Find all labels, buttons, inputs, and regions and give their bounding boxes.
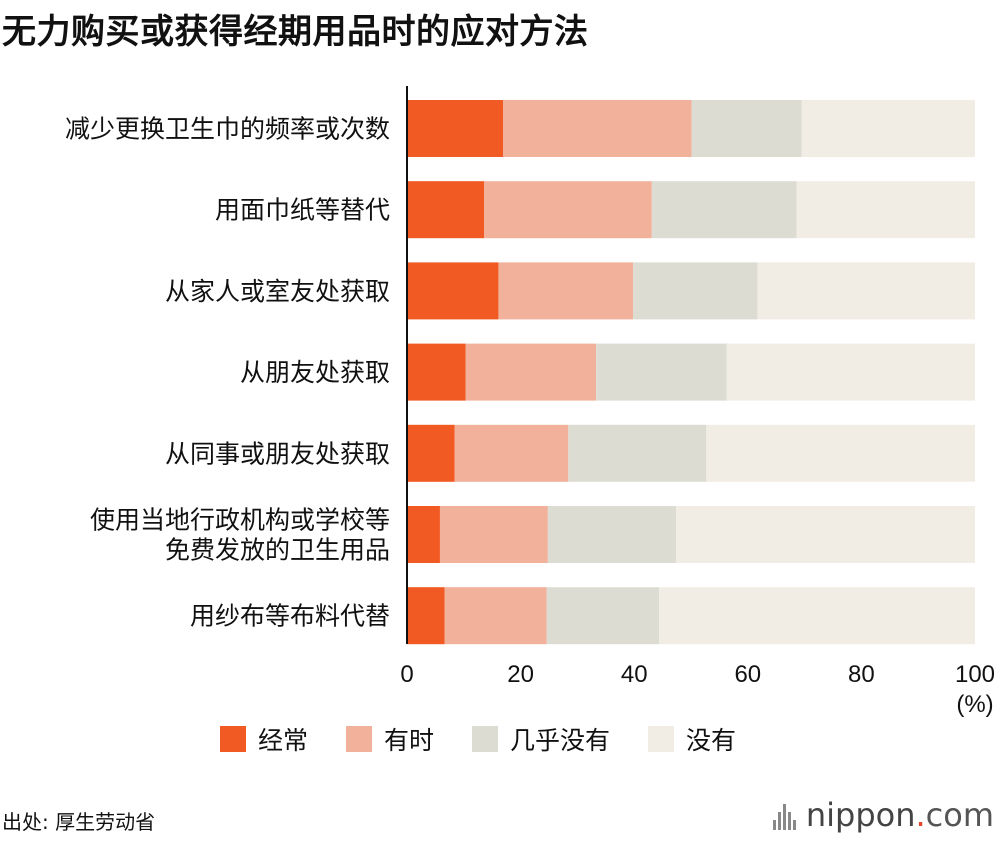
category-label-3: 从家人或室友处获取	[165, 277, 390, 306]
bar-segment-2-4	[796, 181, 975, 239]
logo-bars-icon	[772, 800, 798, 830]
x-tick-label-20: 20	[507, 661, 534, 688]
legend: 经常 有时 几乎没有 没有	[220, 721, 774, 757]
bar-segment-3-4	[757, 262, 975, 320]
bar-segment-2-3	[651, 181, 797, 239]
nippon-logo: nippon. com	[772, 796, 994, 834]
x-tick-label-60: 60	[734, 661, 761, 688]
bar-segment-2-1	[407, 181, 485, 239]
legend-swatch	[472, 726, 499, 752]
bar-segment-6-4	[676, 506, 975, 563]
bar-segment-4-3	[596, 343, 727, 401]
bar-segment-4-1	[407, 343, 466, 401]
category-label-1: 减少更换卫生巾的频率或次数	[65, 115, 390, 144]
x-tick-label-0: 0	[400, 661, 413, 688]
category-label-5: 从同事或朋友处获取	[165, 439, 390, 468]
legend-item-3: 几乎没有	[472, 721, 610, 757]
bar-segment-4-4	[726, 343, 975, 401]
category-label-6: 使用当地行政机构或学校等	[90, 506, 390, 535]
category-label-7: 用纱布等布料代替	[190, 602, 390, 631]
unit-label: (%)	[956, 691, 993, 718]
stacked-bar-chart: 减少更换卫生巾的频率或次数用面巾纸等替代从家人或室友处获取从朋友处获取从同事或朋…	[65, 86, 995, 718]
bar-segment-5-3	[568, 424, 707, 482]
bar-segment-6-3	[547, 506, 677, 563]
category-label-2: 用面巾纸等替代	[215, 196, 390, 225]
legend-swatch	[346, 726, 373, 752]
bar-segment-7-1	[407, 587, 445, 645]
legend-label: 经常	[258, 726, 309, 755]
logo-dot: .	[915, 796, 926, 834]
bar-segment-7-4	[659, 587, 975, 645]
bar-segment-5-4	[706, 424, 975, 482]
legend-label: 几乎没有	[510, 726, 611, 755]
logo-name: nippon	[805, 796, 916, 834]
legend-item-4: 没有	[648, 721, 736, 757]
bar-segment-6-2	[439, 506, 548, 563]
x-tick-labels: 0 20 40 60 80 100	[400, 661, 995, 688]
legend-label: 有时	[384, 726, 435, 755]
bar-segment-1-4	[801, 100, 975, 157]
legend-swatch	[220, 726, 246, 752]
bar-segment-3-1	[407, 262, 499, 320]
bar-segment-1-3	[691, 100, 802, 157]
source-note: 出处: 厚生劳动省	[2, 810, 156, 834]
bar-segment-5-2	[454, 424, 569, 482]
x-tick-label-80: 80	[848, 661, 875, 688]
category-labels: 减少更换卫生巾的频率或次数用面巾纸等替代从家人或室友处获取从朋友处获取从同事或朋…	[65, 115, 390, 631]
category-label-4: 从朋友处获取	[240, 358, 390, 387]
bar-segment-1-2	[502, 100, 692, 157]
bar-segment-3-3	[633, 262, 758, 320]
bar-segment-7-2	[444, 587, 547, 645]
chart-title: 无力购买或获得经期用品时的应对方法	[2, 12, 589, 52]
bar-segment-4-2	[465, 343, 597, 401]
bar-segment-1-1	[407, 100, 503, 157]
x-tick-label-40: 40	[621, 661, 648, 688]
bar-segment-7-3	[546, 587, 660, 645]
bars-group	[407, 100, 975, 645]
logo-tld: com	[925, 796, 994, 834]
bar-segment-2-2	[484, 181, 652, 239]
category-label-6: 免费发放的卫生用品	[165, 536, 390, 565]
bar-segment-6-1	[407, 506, 440, 563]
legend-label: 没有	[686, 726, 737, 755]
x-tick-label-100: 100	[955, 661, 995, 688]
legend-item-2: 有时	[346, 721, 434, 757]
legend-swatch	[648, 726, 675, 752]
bar-segment-5-1	[407, 424, 455, 482]
legend-item-1: 经常	[220, 721, 308, 757]
bar-segment-3-2	[498, 262, 634, 320]
